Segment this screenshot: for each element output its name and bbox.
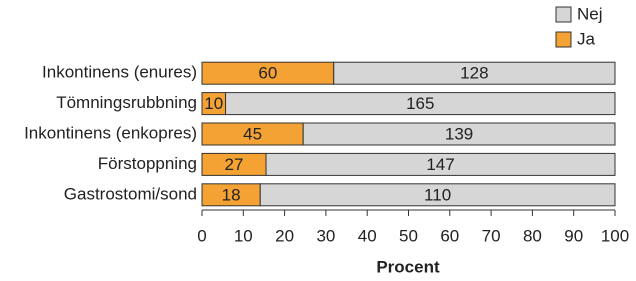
y-tick-label: Inkontinens (enkopres) <box>24 123 197 142</box>
bar-count-label: 27 <box>225 155 244 174</box>
bar-count-label: 45 <box>243 124 262 143</box>
bar-segment <box>302 122 616 146</box>
bar-count-label: 147 <box>426 155 454 174</box>
y-tick-label: Inkontinens (enures) <box>42 63 197 82</box>
x-tick-label: 90 <box>564 226 583 245</box>
x-tick-label: 60 <box>440 226 459 245</box>
bar-segment <box>225 92 616 116</box>
bar-count-label: 60 <box>258 64 277 83</box>
x-tick-label: 100 <box>601 226 629 245</box>
y-tick-label: Tömningsrubbning <box>56 93 197 112</box>
bar-segment <box>265 152 616 176</box>
x-tick-label: 30 <box>316 226 335 245</box>
legend-label: Ja <box>577 29 596 48</box>
bar-count-label: 165 <box>406 94 434 113</box>
x-tick-label: 20 <box>275 226 294 245</box>
x-tick-label: 80 <box>523 226 542 245</box>
bar-count-label: 110 <box>424 185 451 204</box>
legend-label: Nej <box>577 4 603 23</box>
legend-swatch <box>555 6 572 23</box>
x-tick-label: 10 <box>234 226 253 245</box>
y-tick-label: Förstoppning <box>98 154 197 173</box>
bar-count-label: 10 <box>204 94 223 113</box>
bar-segment <box>333 61 616 85</box>
x-tick-label: 40 <box>358 226 377 245</box>
bar-segment <box>259 183 616 207</box>
x-tick-label: 70 <box>482 226 501 245</box>
bar-count-label: 18 <box>222 185 241 204</box>
y-tick-label: Gastrostomi/sond <box>64 184 197 203</box>
bar-count-label: 128 <box>460 64 488 83</box>
x-axis-label: Procent <box>376 257 440 276</box>
x-tick-label: 0 <box>197 226 206 245</box>
legend-swatch <box>555 31 572 48</box>
x-tick-label: 50 <box>399 226 418 245</box>
bar-count-label: 139 <box>445 124 473 143</box>
